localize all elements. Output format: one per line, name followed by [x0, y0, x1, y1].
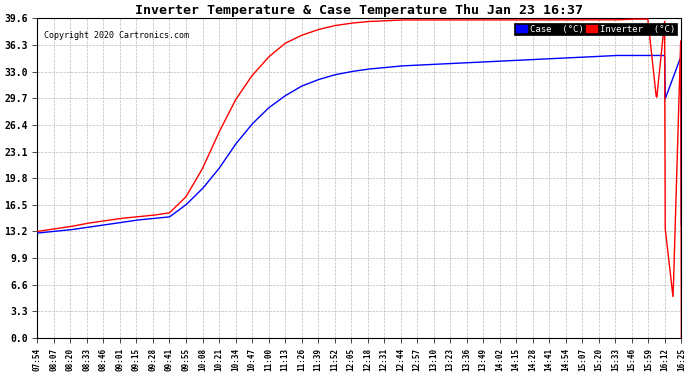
Title: Inverter Temperature & Case Temperature Thu Jan 23 16:37: Inverter Temperature & Case Temperature …: [135, 4, 583, 17]
Legend: Case  (°C), Inverter  (°C): Case (°C), Inverter (°C): [515, 23, 677, 36]
Text: Copyright 2020 Cartronics.com: Copyright 2020 Cartronics.com: [44, 31, 189, 40]
